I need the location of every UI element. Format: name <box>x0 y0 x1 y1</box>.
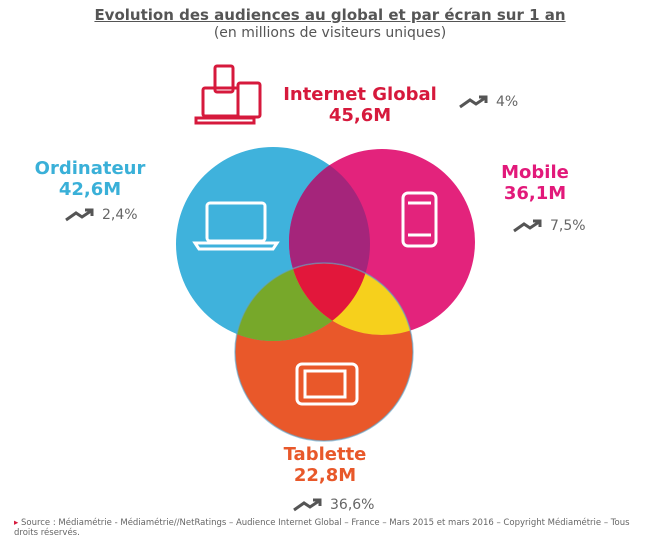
node-value: 45,6M <box>328 105 392 126</box>
devices-icon <box>194 64 262 125</box>
overlap <box>289 263 413 335</box>
source: ▸ Source : Médiamétrie - Médiamétrie//Ne… <box>14 518 630 538</box>
node-value: 36,1M <box>503 183 567 204</box>
node-label: Ordinateur <box>34 158 146 179</box>
node-label: Mobile <box>501 162 569 183</box>
growth: 2,4% <box>64 207 138 223</box>
growth-value: 2,4% <box>102 207 138 223</box>
growth: 7,5% <box>512 218 586 234</box>
tablette-label: Tablette 22,8M <box>250 444 400 486</box>
laptop-icon <box>192 201 280 251</box>
internet-label: Internet Global 45,6M <box>270 84 450 126</box>
node-value: 42,6M <box>58 179 122 200</box>
growth-value: 4% <box>496 94 519 110</box>
growth-value: 7,5% <box>550 218 586 234</box>
node-label: Internet Global <box>283 84 437 105</box>
title: Evolution des audiences au global et par… <box>94 6 566 24</box>
growth: 36,6% <box>292 497 374 513</box>
growth-value: 36,6% <box>330 497 375 513</box>
ordinateur-label: Ordinateur 42,6M <box>20 158 160 200</box>
phone-icon <box>401 191 438 248</box>
subtitle: (en millions de visiteurs uniques) <box>213 25 447 41</box>
node-value: 22,8M <box>293 465 357 486</box>
growth: 4% <box>458 94 518 110</box>
tablet-icon <box>295 362 359 406</box>
source-text: Source : Médiamétrie - Médiamétrie//NetR… <box>14 518 630 538</box>
node-label: Tablette <box>283 444 367 465</box>
mobile-label: Mobile 36,1M <box>480 162 590 204</box>
